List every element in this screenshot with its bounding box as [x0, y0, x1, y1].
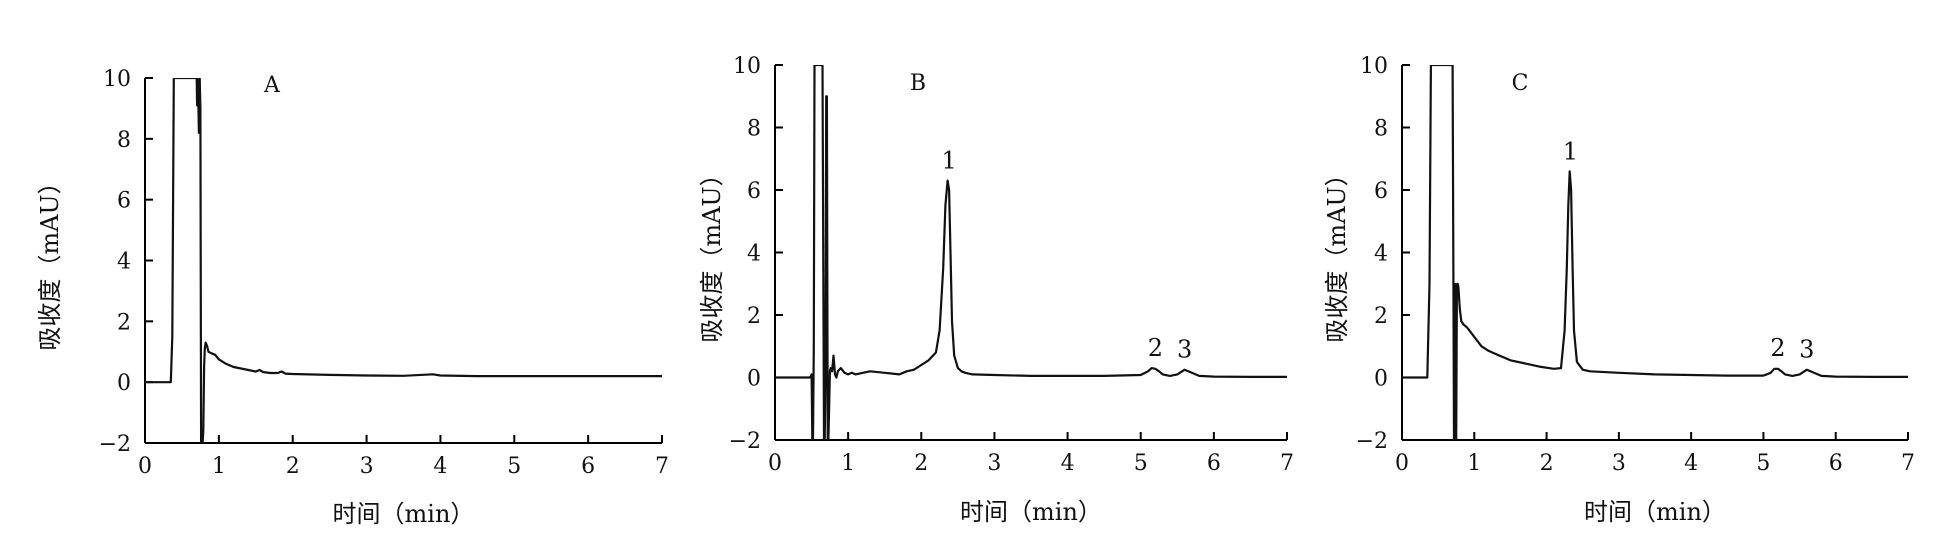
- chart-panel-a: 0 1 2 3 4 5 6 7 −2 0 2 4 6 8 10 时间（min） 吸收度（mAU） A: [36, 67, 669, 528]
- y-tick-label: −2: [99, 432, 131, 457]
- y-axis-title: 吸收度（mAU）: [1323, 162, 1351, 342]
- x-tick-label: 3: [1612, 451, 1626, 476]
- x-tick-label: 4: [1061, 451, 1075, 476]
- y-tick-label: 0: [747, 367, 761, 392]
- y-tick-label: 10: [1360, 54, 1388, 79]
- y-tick-label: 2: [747, 304, 761, 329]
- chromatogram-trace: [1402, 65, 1908, 440]
- y-axis-title: 吸收度（mAU）: [698, 162, 726, 342]
- x-tick-label: 3: [987, 451, 1001, 476]
- y-tick-label: 0: [1374, 367, 1388, 392]
- x-tick-label: 2: [914, 451, 928, 476]
- y-tick-label: 8: [747, 117, 761, 142]
- x-tick-label: 6: [581, 454, 595, 479]
- peak-label: 1: [941, 147, 956, 175]
- x-tick-label: 1: [841, 451, 855, 476]
- y-tick-label: 10: [733, 54, 761, 79]
- panel-label: A: [263, 73, 281, 98]
- panel-label: C: [1512, 71, 1529, 96]
- y-tick-label: −2: [729, 429, 761, 454]
- panel-label: B: [910, 71, 926, 96]
- y-tick-label: 0: [117, 371, 131, 396]
- y-tick-label: 6: [1374, 179, 1388, 204]
- x-tick-label: 1: [212, 454, 226, 479]
- y-tick-label: 2: [1374, 304, 1388, 329]
- y-tick-label: 4: [1374, 242, 1388, 267]
- y-tick-label: 8: [117, 128, 131, 153]
- chromatogram-trace: [775, 65, 1287, 440]
- peak-label: 1: [1563, 137, 1578, 165]
- peak-label: 2: [1770, 334, 1785, 362]
- y-tick-label: 10: [103, 67, 131, 92]
- x-tick-label: 6: [1829, 451, 1843, 476]
- y-tick-label: −2: [1356, 429, 1388, 454]
- x-axis-title: 时间（min）: [1584, 498, 1726, 526]
- x-tick-label: 0: [768, 451, 782, 476]
- x-tick-label: 7: [1901, 451, 1915, 476]
- x-tick-label: 2: [286, 454, 300, 479]
- x-tick-label: 5: [507, 454, 521, 479]
- peak-label: 3: [1177, 336, 1192, 364]
- chromatogram-trace: [145, 78, 662, 443]
- x-tick-label: 6: [1207, 451, 1221, 476]
- y-tick-label: 6: [117, 189, 131, 214]
- x-tick-label: 3: [360, 454, 374, 479]
- y-tick-label: 6: [747, 179, 761, 204]
- x-axis-title: 时间（min）: [960, 498, 1102, 526]
- x-tick-label: 7: [1280, 451, 1294, 476]
- x-tick-label: 4: [1684, 451, 1698, 476]
- y-tick-label: 4: [747, 242, 761, 267]
- y-tick-label: 2: [117, 310, 131, 335]
- x-tick-label: 0: [1395, 451, 1409, 476]
- x-axis-title: 时间（min）: [333, 500, 475, 528]
- x-tick-label: 5: [1134, 451, 1148, 476]
- peak-label: 2: [1148, 334, 1163, 362]
- x-tick-label: 2: [1540, 451, 1554, 476]
- x-tick-label: 1: [1467, 451, 1481, 476]
- x-tick-label: 7: [655, 454, 669, 479]
- y-tick-label: 8: [1374, 117, 1388, 142]
- y-axis-title: 吸收度（mAU）: [36, 170, 64, 350]
- x-tick-label: 5: [1756, 451, 1770, 476]
- x-tick-label: 4: [433, 454, 447, 479]
- peak-label: 3: [1799, 336, 1814, 364]
- x-tick-label: 0: [138, 454, 152, 479]
- y-tick-label: 4: [117, 250, 131, 275]
